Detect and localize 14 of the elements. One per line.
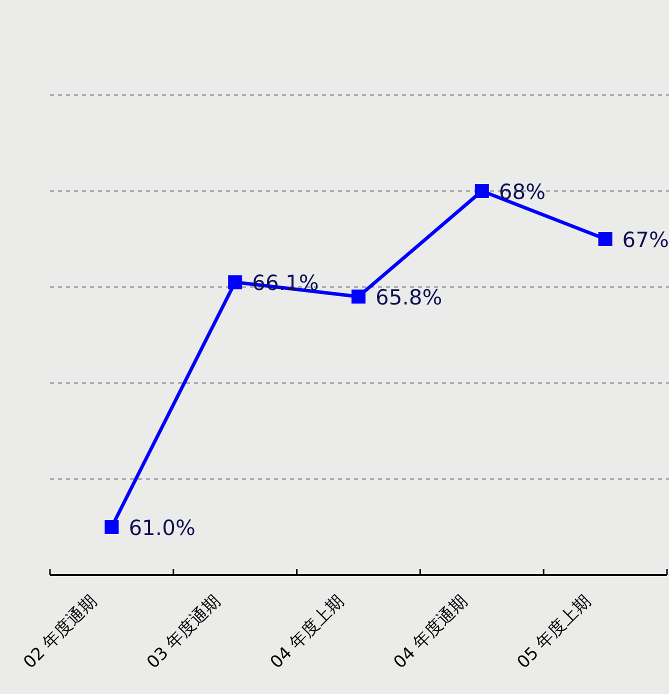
- point: [352, 290, 366, 304]
- x-tick-label: 05 年度上期: [513, 591, 595, 673]
- data-label: 68%: [498, 180, 546, 204]
- x-tick-label: 04 年度通期: [390, 591, 472, 673]
- point: [474, 184, 489, 198]
- point: [228, 275, 242, 290]
- x-tick-label: 02 年度通期: [20, 591, 102, 673]
- point: [598, 232, 612, 246]
- x-tick-label: 04 年度上期: [266, 591, 348, 673]
- data-label: 67%: [622, 228, 669, 252]
- point: [104, 520, 119, 534]
- x-tick-label: 03 年度通期: [143, 591, 225, 673]
- data-label: 61.0%: [128, 516, 196, 540]
- data-label: 65.8%: [376, 286, 442, 310]
